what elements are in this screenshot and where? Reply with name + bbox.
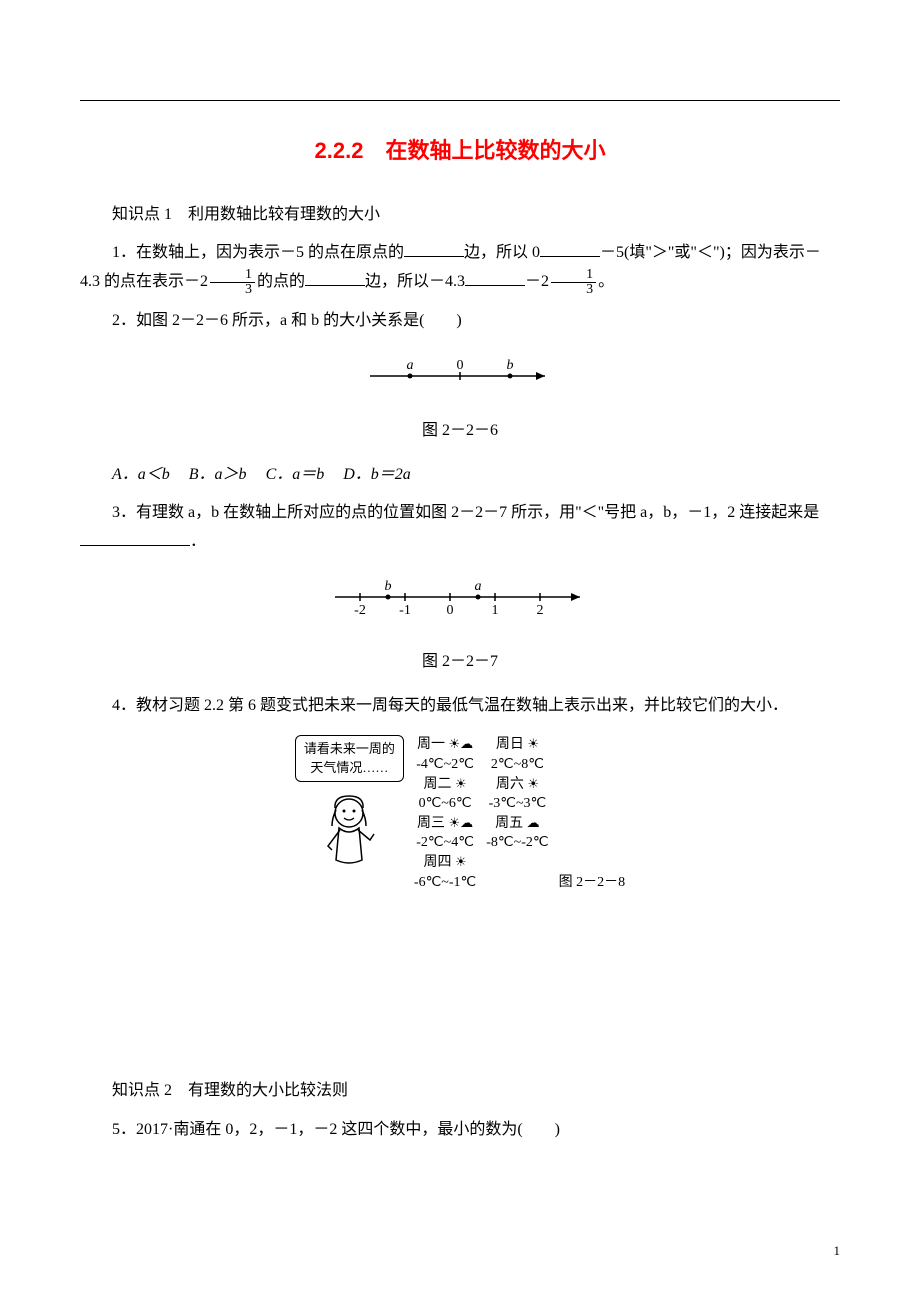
svg-text:b: b	[385, 579, 392, 594]
weather-col-1: 周一 ☀☁ -4℃~2℃ 周二 ☀ 0℃~6℃ 周三 ☀☁ -2℃~4℃ 周四 …	[414, 735, 476, 892]
svg-text:-1: -1	[399, 603, 411, 618]
day-2: 周二	[424, 777, 452, 792]
day-3: 周三	[417, 816, 445, 831]
figure-caption-226: 图 2－2－6	[80, 417, 840, 446]
top-rule	[80, 100, 840, 101]
blank	[80, 529, 190, 546]
day-4: 周四	[424, 855, 452, 870]
temp-3: -2℃~4℃	[414, 833, 476, 853]
numberline-icon: a 0 b	[360, 351, 560, 391]
svg-text:a: a	[475, 579, 482, 594]
day-1: 周一	[417, 737, 445, 752]
question-4: 4．教材习题 2.2 第 6 题变式把未来一周每天的最低气温在数轴上表示出来，并…	[80, 692, 840, 721]
svg-text:a: a	[407, 358, 414, 373]
figure-caption-228: 图 2－2－8	[559, 873, 626, 893]
blank	[465, 269, 525, 286]
page: 2.2.2 在数轴上比较数的大小 知识点 1 利用数轴比较有理数的大小 1．在数…	[0, 0, 920, 1302]
fraction: 13	[551, 268, 596, 297]
option-d: D．b＝2a	[343, 466, 411, 483]
svg-text:-2: -2	[354, 603, 366, 618]
day-6: 周六	[496, 777, 524, 792]
option-b: B．a＞b	[189, 466, 247, 483]
question-2: 2．如图 2－2－6 所示，a 和 b 的大小关系是( )	[80, 307, 840, 336]
page-number: 1	[834, 1239, 841, 1262]
fraction: 13	[210, 268, 255, 297]
sun-icon: ☀	[455, 853, 467, 871]
q1-text-b: 边，所以 0	[464, 244, 540, 261]
figure-2-2-8: 请看未来一周的 天气情况…… 周一 ☀☁ -4℃~2℃ 周二 ☀ 0℃~6℃ 周	[80, 735, 840, 892]
figure-2-2-6: a 0 b	[80, 351, 840, 402]
blank	[404, 240, 464, 257]
q3-text-a: 3．有理数 a，b 在数轴上所对应的点的位置如图 2－2－7 所示，用"＜"号把…	[112, 504, 819, 521]
figure-2-2-7: -2 -1 b 0 1 a 2	[80, 572, 840, 633]
sun-icon: ☀	[527, 735, 539, 753]
q1-text-a: 1．在数轴上，因为表示－5 的点在原点的	[112, 244, 404, 261]
spacer	[80, 907, 840, 1067]
day-7: 周五	[495, 816, 523, 831]
knowledge-point-2: 知识点 2 有理数的大小比较法则	[80, 1077, 840, 1106]
person-icon	[295, 788, 404, 885]
q3-text-b: ．	[190, 533, 206, 550]
knowledge-point-1: 知识点 1 利用数轴比较有理数的大小	[80, 201, 840, 230]
q1-text-d: 的点的	[257, 273, 305, 290]
weather-col-2: 周日 ☀ 2℃~8℃ 周六 ☀ -3℃~3℃ 周五 ☁ -8℃~-2℃	[486, 735, 548, 853]
figure-caption-227: 图 2－2－7	[80, 648, 840, 677]
temp-4: -6℃~-1℃	[414, 873, 476, 893]
cloud-icon: ☁	[527, 814, 540, 832]
q1-text-e: 边，所以－4.3	[365, 273, 465, 290]
temp-7: -8℃~-2℃	[486, 833, 548, 853]
temp-2: 0℃~6℃	[414, 794, 476, 814]
temp-5: 2℃~8℃	[486, 755, 548, 775]
temp-6: -3℃~3℃	[486, 794, 548, 814]
svg-text:1: 1	[492, 603, 499, 618]
sun-cloud-icon: ☀☁	[449, 814, 474, 832]
blank	[305, 269, 365, 286]
question-2-options: A．a＜b B．a＞b C．a＝b D．b＝2a	[80, 461, 840, 490]
sun-icon: ☀	[527, 775, 539, 793]
speech-bubble: 请看未来一周的 天气情况……	[295, 735, 404, 781]
blank	[540, 240, 600, 257]
question-1: 1．在数轴上，因为表示－5 的点在原点的边，所以 0－5(填"＞"或"＜")；因…	[80, 239, 840, 297]
option-a: A．a＜b	[112, 466, 170, 483]
question-3: 3．有理数 a，b 在数轴上所对应的点的位置如图 2－2－7 所示，用"＜"号把…	[80, 499, 840, 557]
q1-text-f: －2	[525, 273, 549, 290]
numberline-icon: -2 -1 b 0 1 a 2	[320, 572, 600, 622]
option-c: C．a＝b	[266, 466, 325, 483]
svg-text:0: 0	[447, 603, 454, 618]
q1-text-g: 。	[598, 273, 614, 290]
sun-cloud-icon: ☀☁	[449, 735, 474, 753]
temp-1: -4℃~2℃	[414, 755, 476, 775]
weather-presenter: 请看未来一周的 天气情况……	[295, 735, 404, 884]
section-title: 2.2.2 在数轴上比较数的大小	[80, 131, 840, 171]
svg-text:2: 2	[537, 603, 544, 618]
svg-text:0: 0	[457, 358, 464, 373]
svg-text:b: b	[507, 358, 514, 373]
sun-icon: ☀	[455, 775, 467, 793]
day-5: 周日	[496, 737, 524, 752]
question-5: 5．2017·南通在 0，2，－1，－2 这四个数中，最小的数为( )	[80, 1116, 840, 1145]
